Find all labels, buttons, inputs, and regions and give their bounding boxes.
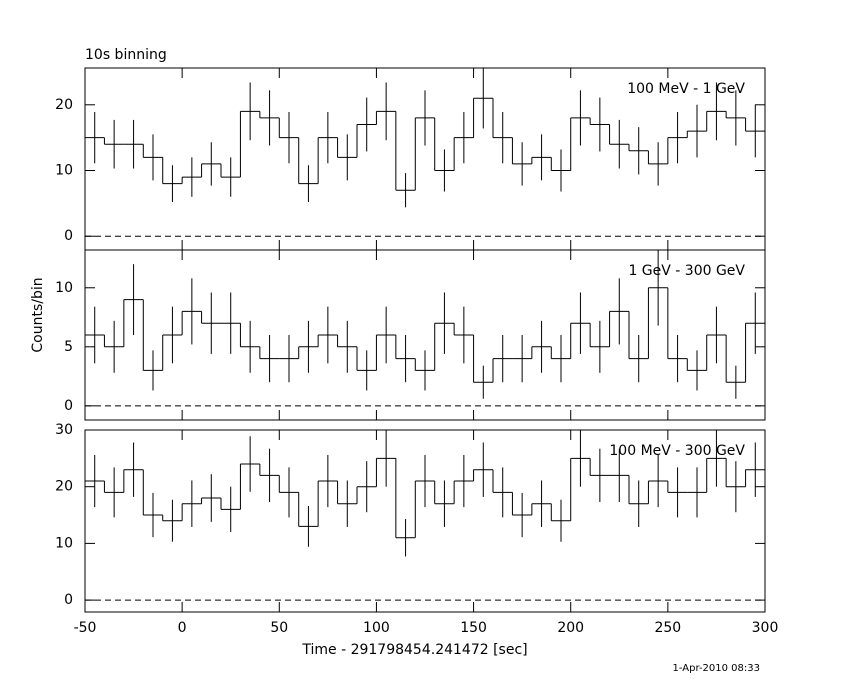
energy-label: 100 MeV - 300 GeV bbox=[609, 443, 745, 459]
x-tick-label: -50 bbox=[74, 620, 97, 636]
x-tick-label: 100 bbox=[363, 620, 390, 636]
y-tick-label: 10 bbox=[55, 535, 73, 551]
x-tick-label: 0 bbox=[178, 620, 187, 636]
energy-label: 1 GeV - 300 GeV bbox=[628, 263, 745, 279]
plot-frame bbox=[84, 429, 766, 613]
y-tick-label: 0 bbox=[64, 592, 73, 608]
x-tick-label: 150 bbox=[460, 620, 487, 636]
footer: 1-Apr-2010 08:33 bbox=[673, 663, 760, 674]
x-tick-label: 250 bbox=[654, 620, 681, 636]
x-tick-label: 200 bbox=[557, 620, 584, 636]
y-tick-label: 20 bbox=[55, 479, 73, 495]
x-tick-label: 300 bbox=[752, 620, 779, 636]
y-tick-label: 10 bbox=[55, 280, 73, 296]
y-tick-label: 0 bbox=[64, 398, 73, 414]
y-tick-label: 30 bbox=[55, 422, 73, 438]
x-axis-label: Time - 291798454.241472 [sec] bbox=[301, 642, 527, 658]
energy-label: 100 MeV - 1 GeV bbox=[627, 81, 745, 97]
y-tick-label: 10 bbox=[55, 162, 73, 178]
y-tick-label: 20 bbox=[55, 97, 73, 113]
x-tick-label: 50 bbox=[270, 620, 288, 636]
y-axis-label: Counts/bin bbox=[30, 277, 46, 352]
chart-title: 10s binning bbox=[85, 47, 167, 63]
y-tick-label: 0 bbox=[64, 228, 73, 244]
y-tick-label: 5 bbox=[64, 339, 73, 355]
